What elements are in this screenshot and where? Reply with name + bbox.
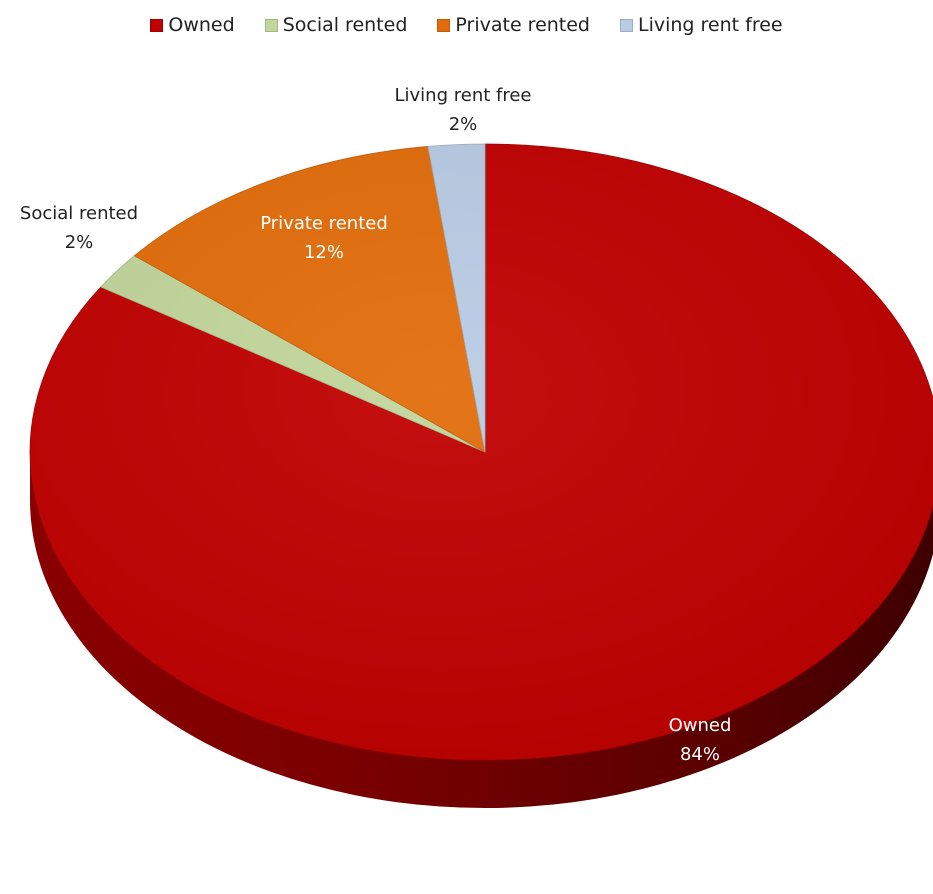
data-label-private-rented-name: Private rented — [260, 213, 388, 234]
legend-swatch-social-rented — [264, 18, 278, 32]
data-label-owned-name: Owned — [669, 715, 732, 736]
legend-item-owned: Owned — [150, 14, 235, 36]
data-label-owned-percent: 84% — [680, 744, 720, 765]
data-label-living-rent-free-percent: 2% — [449, 114, 478, 135]
data-label-living-rent-free-name: Living rent free — [395, 85, 532, 106]
legend-swatch-living-rent-free — [620, 18, 633, 32]
legend-item-private-rented: Private rented — [437, 14, 590, 36]
legend-label-social-rented: Social rented — [282, 14, 408, 36]
legend-swatch-owned — [150, 18, 164, 32]
legend-label-private-rented: Private rented — [455, 14, 590, 36]
data-label-social-rented-name: Social rented — [20, 203, 138, 224]
legend-item-social-rented: Social rented — [264, 14, 408, 36]
legend-label-owned: Owned — [168, 14, 235, 36]
pie-top-layer — [29, 143, 933, 761]
legend-label-living-rent-free: Living rent free — [638, 14, 783, 36]
chart-legend: Owned Social rented Private rented Livin… — [0, 8, 933, 42]
data-label-social-rented-percent: 2% — [65, 232, 94, 253]
data-label-private-rented-percent: 12% — [304, 242, 344, 263]
pie-labels-layer: Owned 84% Social rented 2% Private rented 12%… — [20, 85, 731, 765]
legend-swatch-private-rented — [437, 18, 451, 32]
legend-item-living-rent-free: Living rent free — [620, 14, 783, 36]
